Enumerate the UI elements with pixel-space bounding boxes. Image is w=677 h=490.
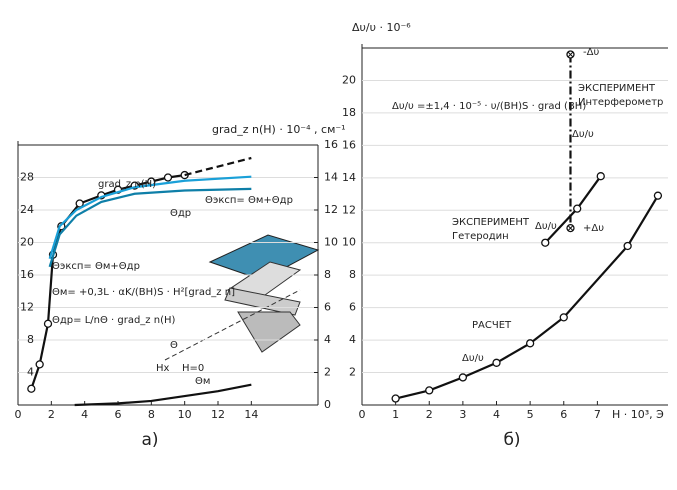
x-tick-label: 7 [594, 408, 601, 421]
data-point [492, 358, 501, 367]
y-tick-label: 12 [342, 203, 356, 216]
data-point [653, 191, 663, 200]
y-tick-label: 10 [342, 236, 356, 249]
y-axis-label: Δυ/υ · 10⁻⁶ [352, 21, 411, 34]
y-tick-label: 28 [20, 171, 34, 184]
y-tick-label: 8 [349, 268, 356, 281]
annotation: ЭКСПЕРИМЕНТ [452, 217, 530, 228]
annotation: Δυ/υ [462, 353, 484, 364]
x-tick-label: 10 [178, 408, 192, 421]
y-tick-label: 6 [349, 301, 356, 314]
annotation: Гетеродин [452, 231, 509, 242]
series-line [48, 187, 252, 268]
x-tick-label: 4 [493, 408, 500, 421]
series-line [30, 173, 185, 390]
annotation: Θм= +0,3L · αK/(BH)S · H²[grad_z n] [52, 287, 235, 298]
y2-tick-label: 14 [324, 171, 338, 184]
y2-tick-label: 8 [324, 268, 331, 281]
y2-tick-label: 12 [324, 203, 338, 216]
annotation: Θэксп= Θм+Θдр [52, 261, 140, 272]
x-tick-label: 12 [211, 408, 225, 421]
x-tick-label: 2 [426, 408, 433, 421]
y-tick-label: 16 [342, 138, 356, 151]
data-point [75, 199, 84, 208]
data-point [27, 384, 36, 393]
y2-tick-label: 6 [324, 301, 331, 314]
data-point [623, 241, 632, 251]
y-tick-label: 14 [342, 171, 356, 184]
y2-tick-label: 0 [324, 398, 331, 411]
data-point [596, 172, 605, 181]
annotation: Δυ/υ =±1,4 · 10⁻⁵ · υ/(BH)S · grad (BH) [392, 101, 586, 112]
data-point [35, 360, 44, 369]
x-tick-label: 8 [148, 408, 155, 421]
y2-tick-label: 16 [324, 138, 338, 151]
series-line [395, 195, 659, 400]
y-tick-label: 20 [20, 236, 34, 249]
y-tick-label: 24 [20, 203, 34, 216]
y2-tick-label: 10 [324, 236, 338, 249]
annotation: H=0 [182, 363, 204, 374]
annotation: Θ [170, 340, 178, 351]
annotation: +Δυ [583, 223, 604, 234]
y2-tick-label: 4 [324, 333, 331, 346]
x-tick-label: 2 [48, 408, 55, 421]
x-tick-label: 14 [244, 408, 258, 421]
x-axis-label: H · 10³, Э [612, 408, 664, 421]
x-tick-label: 0 [359, 408, 366, 421]
x-tick-label: 5 [527, 408, 534, 421]
y2-axis-label: grad_z n(H) · 10⁻⁴ , см⁻¹ [212, 123, 346, 136]
data-point [458, 373, 468, 382]
data-point [391, 394, 400, 403]
caption: а) [141, 430, 158, 450]
y-tick-label: 20 [342, 73, 356, 86]
y-tick-label: 4 [27, 366, 34, 379]
annotation: grad_z n(H) [98, 179, 156, 190]
y2-tick-label: 2 [324, 366, 331, 379]
annotation: Δυ/υ [535, 221, 557, 232]
caption: б) [503, 430, 520, 450]
data-point [559, 313, 568, 322]
x-tick-label: 1 [392, 408, 399, 421]
data-point [425, 386, 434, 395]
series-line [184, 156, 252, 177]
annotation: РАСЧЕТ [472, 320, 512, 331]
data-point [541, 238, 550, 247]
series-line [48, 175, 252, 260]
y-tick-label: 12 [20, 301, 34, 314]
annotation: Θдр [170, 208, 191, 219]
annotation: Θм [195, 376, 210, 387]
data-point [43, 319, 53, 328]
y-tick-label: 16 [20, 268, 34, 281]
x-tick-label: 6 [115, 408, 122, 421]
data-point [525, 339, 535, 348]
inset-cone-lower [237, 311, 301, 353]
otimes-cross [567, 51, 574, 58]
inset-drawing [164, 234, 320, 361]
annotation: -Δυ [583, 47, 599, 58]
annotation: Θдр= L/nΘ · grad_z n(H) [52, 315, 175, 326]
annotation: ЭКСПЕРИМЕНТ [578, 83, 656, 94]
y-tick-label: 18 [342, 106, 356, 119]
x-tick-label: 6 [560, 408, 567, 421]
y-tick-label: 8 [27, 333, 34, 346]
inset-bar [224, 287, 301, 316]
annotation: Hx [156, 363, 170, 374]
annotation: Θэксп= Θм+Θдр [205, 195, 293, 206]
inset-axis [164, 289, 301, 361]
y-tick-label: 4 [349, 333, 356, 346]
y-tick-label: 2 [349, 366, 356, 379]
x-tick-label: 4 [81, 408, 88, 421]
annotation: Интерферометр [578, 97, 663, 108]
otimes-cross [567, 225, 574, 231]
x-tick-label: 0 [15, 408, 22, 421]
data-point [163, 173, 173, 182]
series-line [74, 383, 252, 407]
x-tick-label: 3 [459, 408, 466, 421]
annotation: Δυ/υ [572, 129, 594, 140]
data-point [573, 204, 582, 213]
